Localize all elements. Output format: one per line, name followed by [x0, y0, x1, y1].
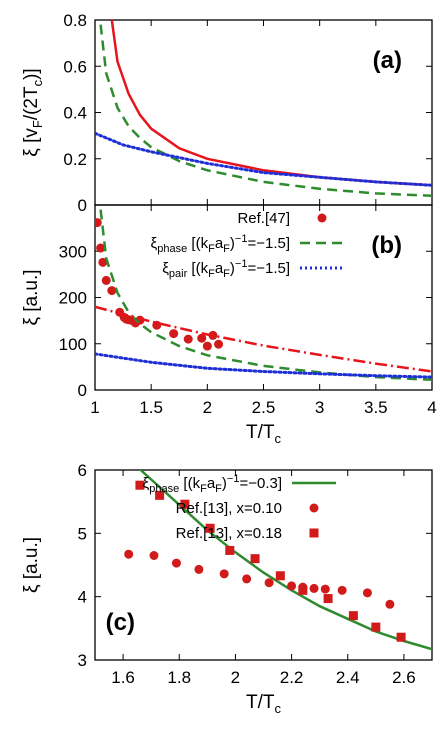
x-tick-label: 3.5: [364, 398, 388, 417]
data-point-circle: [149, 551, 159, 560]
legend-label: ξphase [(kFaF)−1=−0.3]: [143, 473, 282, 495]
y-tick-label: 0.6: [63, 57, 87, 76]
data-point-circle: [96, 243, 106, 253]
x-tick-label: 1.5: [139, 398, 163, 417]
series-line-dotted: [95, 131, 432, 187]
y-tick-label: 6: [78, 461, 87, 480]
data-point-circle: [169, 329, 179, 339]
data-point-circle: [337, 585, 347, 595]
chart-panel-b: 1 1.5 2 2.5 3 3.5 4 0 100 200 300 (b) ξ [a.u.] T/Tc Re…: [21, 204, 437, 446]
panel-label: (c): [106, 609, 135, 636]
data-point-square: [298, 585, 308, 595]
data-point-square: [225, 545, 235, 555]
data-point-circle: [98, 257, 108, 267]
data-point-circle: [101, 275, 111, 285]
y-tick-label: 3: [78, 651, 87, 670]
y-tick-label: 4: [78, 588, 87, 607]
x-tick-label: 2: [231, 668, 240, 687]
legend: ξphase [(kFaF)−1=−0.3] Ref.[13], x=0.10 Re…: [143, 473, 336, 542]
legend-label: ξpair [(kFaF)−1=−1.5]: [162, 258, 290, 280]
y-tick-label: 0: [78, 381, 87, 400]
plot-frame: [94, 469, 433, 661]
data-point-circle: [320, 584, 330, 594]
data-point-circle: [202, 341, 212, 351]
data-point-circle: [194, 564, 204, 574]
x-tick-label: 2.2: [280, 668, 304, 687]
x-tick-label: 2.4: [336, 668, 360, 687]
data-point-circle: [242, 574, 252, 584]
data-point-circle: [107, 286, 117, 296]
data-point-circle: [95, 218, 102, 228]
data-point-square: [250, 554, 260, 564]
y-tick-label: 0.4: [63, 104, 87, 123]
data-point-circle: [214, 339, 224, 349]
series-group: [95, 20, 432, 198]
legend-label: Ref.[47]: [237, 210, 290, 227]
chart-panel-a: 0 0.2 0.4 0.6 0.8 (a) ξ [vF/(2Tc)]: [21, 11, 433, 215]
series-line-dashed: [99, 24, 432, 198]
x-tick-label: 3: [315, 398, 324, 417]
y-tick-label: 0.2: [63, 150, 87, 169]
y-tick-label: 100: [59, 335, 87, 354]
legend-label: Ref.[13], x=0.18: [176, 525, 282, 542]
legend-label: Ref.[13], x=0.10: [176, 500, 282, 517]
legend-marker-circle: [309, 503, 319, 513]
x-tick-label: 1: [90, 398, 99, 417]
y-tick-label: 0: [78, 196, 87, 215]
series-line-dashdot: [95, 305, 432, 373]
legend: Ref.[47] ξphase [(kFaF)−1=−1.5] ξpair [(kF…: [151, 210, 344, 280]
series-line-solid: [138, 470, 432, 651]
data-point-square: [155, 490, 165, 500]
x-tick-label: 1.8: [167, 668, 191, 687]
legend-marker-circle: [317, 213, 327, 223]
y-axis-label: ξ [a.u.]: [21, 537, 42, 593]
data-point-circle: [197, 333, 207, 343]
legend-marker-square: [309, 528, 319, 538]
data-point-circle: [287, 581, 297, 591]
series-group: [124, 470, 432, 651]
data-point-circle: [264, 578, 274, 588]
y-axis-label: ξ [vF/(2Tc)]: [21, 68, 45, 156]
series-line-dotted: [95, 352, 432, 379]
y-tick-label: 200: [59, 289, 87, 308]
series-line-solid: [110, 20, 432, 187]
data-point-circle: [362, 588, 372, 598]
data-point-circle: [219, 569, 229, 579]
x-tick-label: 2.5: [252, 398, 276, 417]
data-point-square: [323, 594, 333, 604]
x-axis-label: T/Tc: [246, 422, 282, 446]
x-axis-label: T/Tc: [246, 692, 282, 716]
x-tick-label: 2.6: [392, 668, 416, 687]
chart-panel-c: 1.6 1.8 2 2.2 2.4 2.6 3 4 5 6 (c) ξ [a.u.] T/Tc ξphas…: [21, 461, 433, 716]
data-point-circle: [124, 549, 134, 559]
x-tick-label: 2: [203, 398, 212, 417]
y-tick-label: 0.8: [63, 11, 87, 30]
data-point-square: [348, 611, 358, 621]
x-tick-label: 4: [427, 398, 436, 417]
series-group: [95, 209, 432, 382]
data-point-square: [371, 622, 381, 632]
data-point-circle: [385, 599, 395, 609]
y-tick-label: 300: [59, 242, 87, 261]
panel-label: (a): [373, 47, 402, 74]
y-tick-label: 5: [78, 524, 87, 543]
data-point-square: [275, 571, 285, 581]
data-point-square: [135, 480, 145, 490]
data-point-circle: [183, 334, 193, 344]
legend-label: ξphase [(kFaF)−1=−1.5]: [151, 233, 290, 255]
y-axis-label: ξ [a.u.]: [21, 269, 42, 325]
data-point-square: [205, 523, 215, 533]
data-point-circle: [171, 558, 181, 568]
data-point-square: [396, 632, 406, 642]
x-tick-label: 1.6: [111, 668, 135, 687]
panel-label: (b): [371, 232, 402, 259]
data-point-square: [180, 499, 190, 509]
data-point-circle: [309, 583, 319, 593]
